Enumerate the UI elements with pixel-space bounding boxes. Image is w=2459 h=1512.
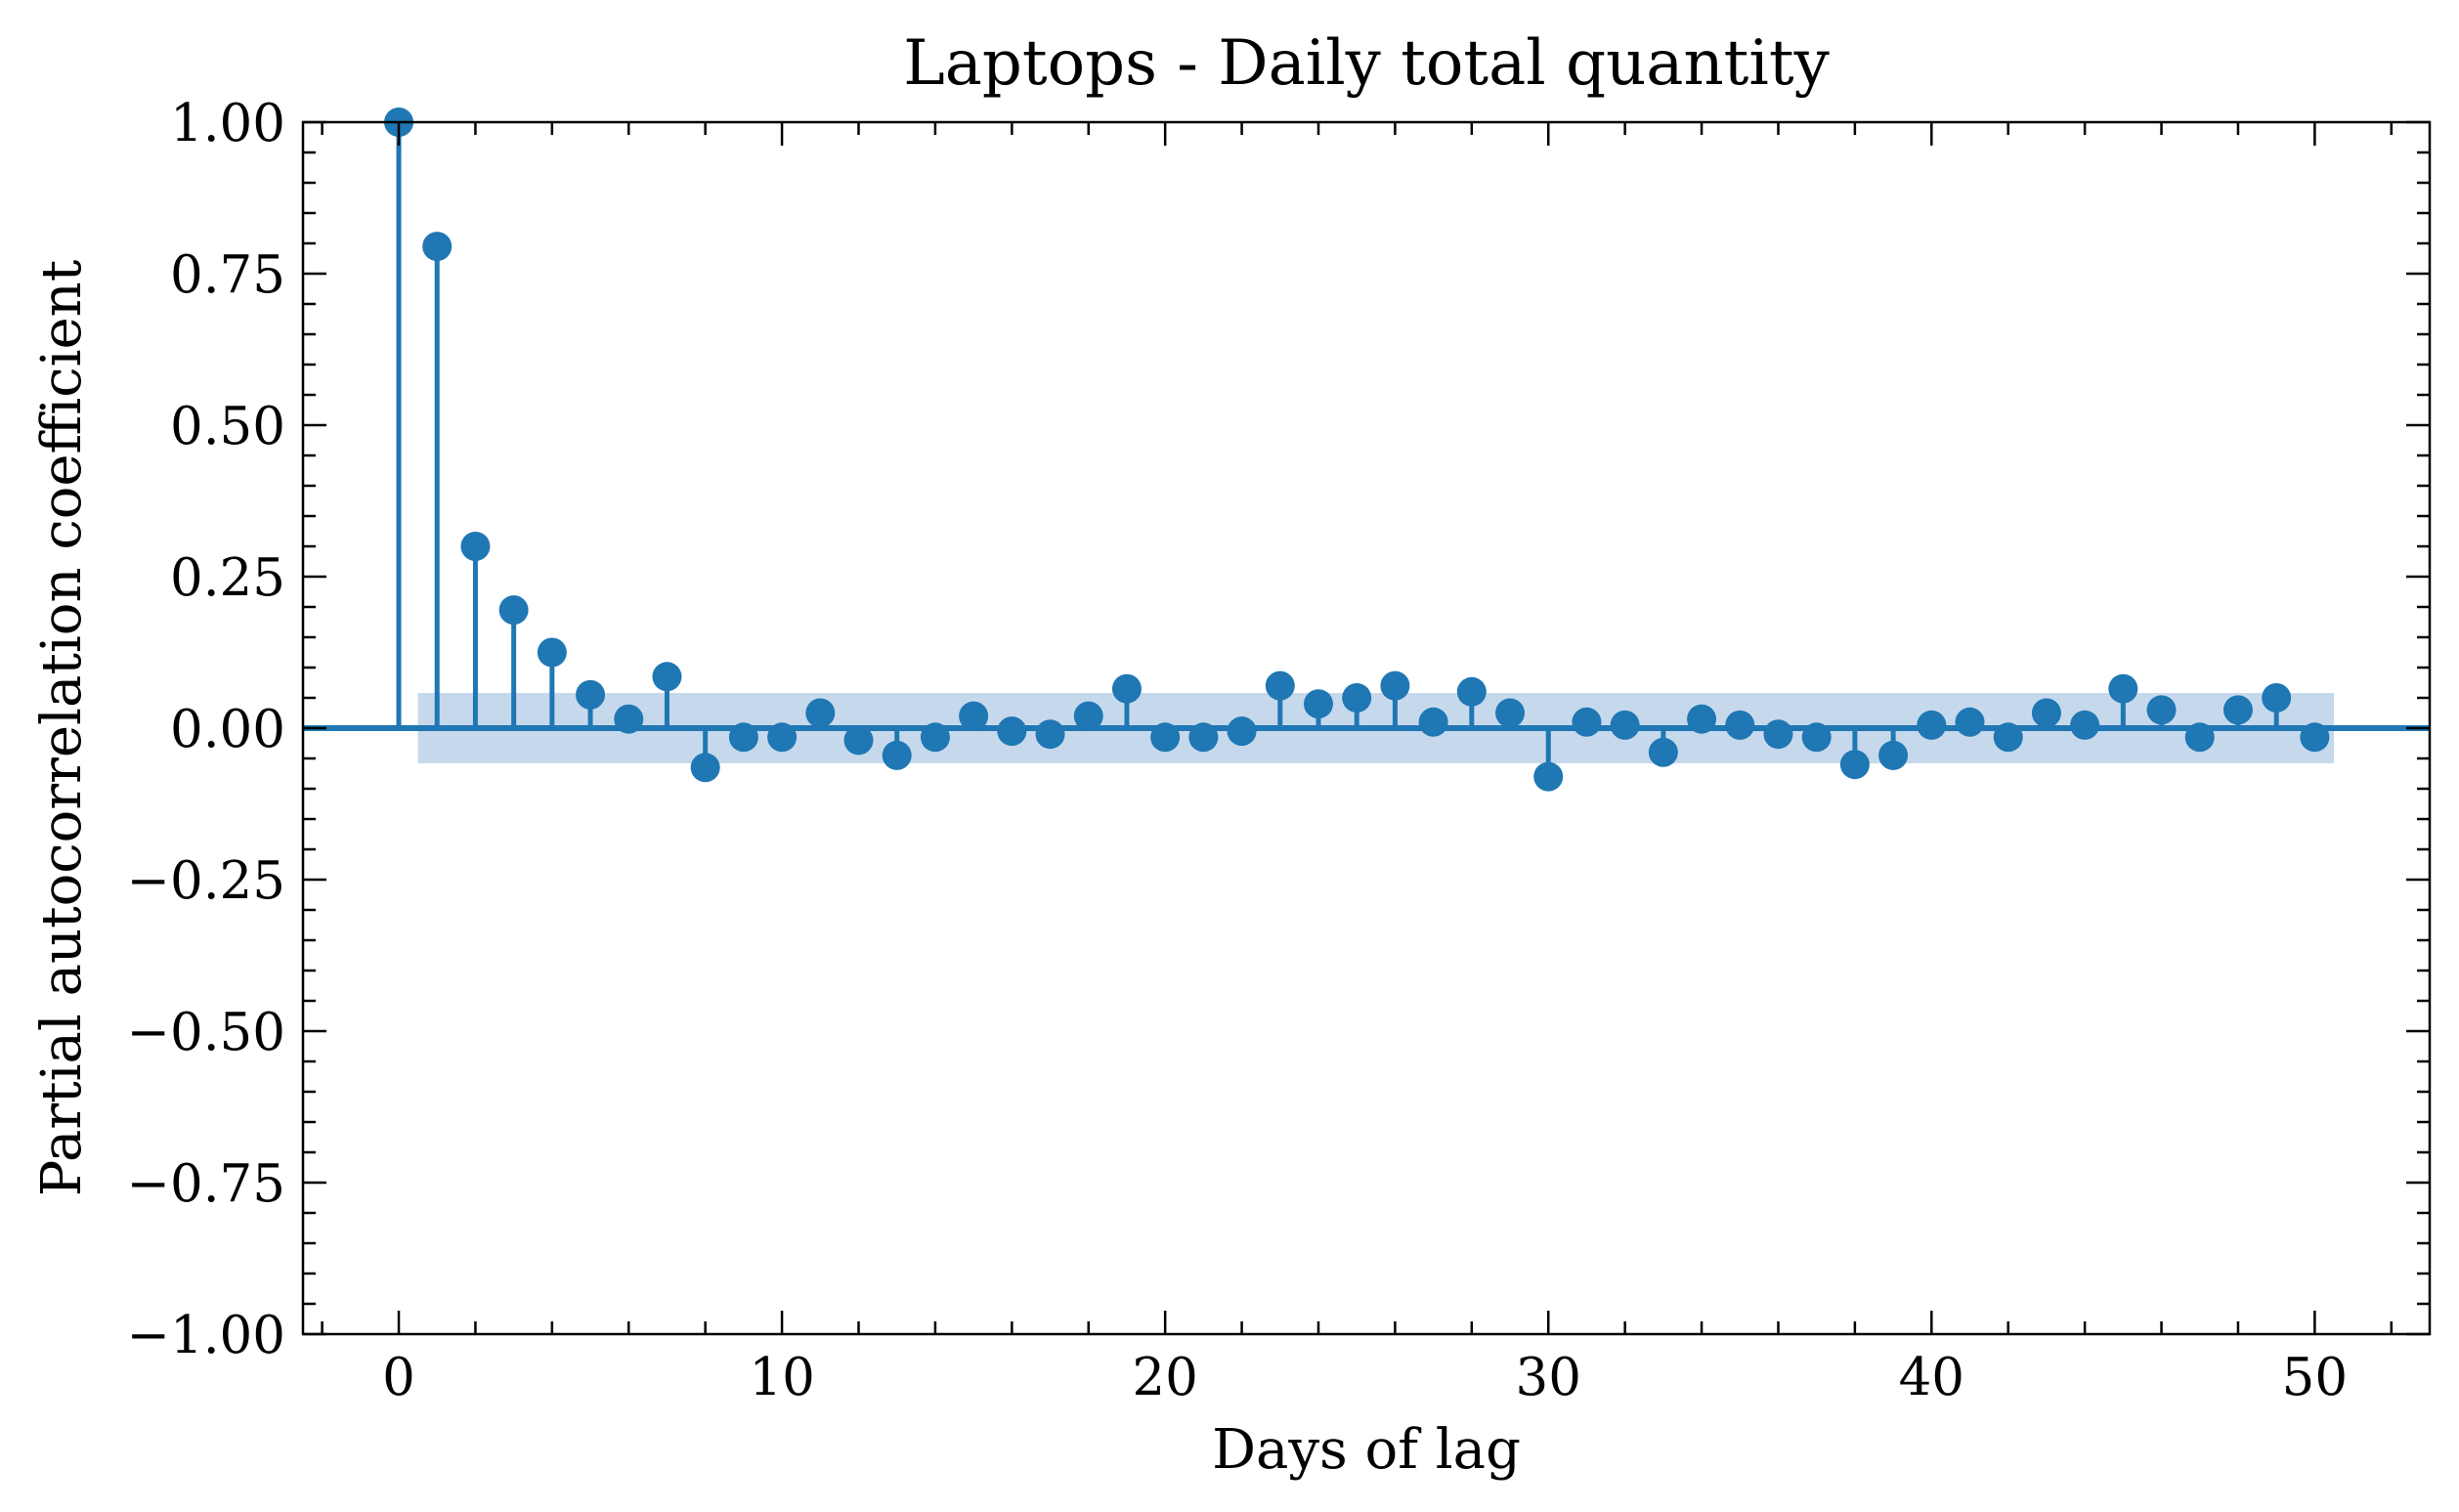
marker-lag-35 <box>1725 710 1755 740</box>
marker-lag-24 <box>1303 689 1333 719</box>
x-tick-label: 20 <box>1132 1348 1197 1407</box>
x-tick-label: 0 <box>382 1348 415 1407</box>
marker-lag-48 <box>2222 695 2253 725</box>
marker-lag-9 <box>728 722 758 753</box>
y-tick-label: 0.25 <box>170 548 285 608</box>
marker-lag-11 <box>805 698 836 728</box>
marker-lag-30 <box>1533 761 1564 792</box>
marker-lag-14 <box>920 722 950 753</box>
marker-lag-4 <box>537 637 567 668</box>
marker-lag-31 <box>1572 707 1602 737</box>
y-tick-label: −1.00 <box>127 1306 285 1365</box>
marker-lag-38 <box>1839 750 1870 780</box>
marker-lag-29 <box>1495 698 1526 728</box>
marker-lag-45 <box>2108 673 2138 704</box>
marker-lag-43 <box>2031 698 2061 728</box>
marker-lag-27 <box>1418 707 1448 737</box>
marker-lag-12 <box>843 725 874 756</box>
y-tick-label: −0.75 <box>127 1154 285 1214</box>
marker-lag-10 <box>767 722 798 753</box>
marker-lag-7 <box>652 662 682 692</box>
y-tick-label: 0.75 <box>170 245 285 305</box>
y-tick-label: −0.50 <box>127 1003 285 1062</box>
marker-lag-42 <box>1993 722 2023 753</box>
marker-lag-37 <box>1801 722 1832 753</box>
y-tick-label: 0.50 <box>170 397 285 456</box>
marker-lag-19 <box>1111 673 1142 704</box>
marker-lag-2 <box>460 532 491 561</box>
marker-lag-34 <box>1687 704 1717 734</box>
x-axis-label: Days of lag <box>1212 1418 1521 1482</box>
x-tick-label: 50 <box>2282 1348 2348 1407</box>
marker-lag-8 <box>690 753 720 783</box>
ticks-layer: 0 10 20 30 40 50 −1.00 −0.75 −0.50 −0.25 0.00 0.25 0… <box>127 94 2430 1407</box>
marker-lag-23 <box>1265 670 1295 701</box>
marker-lag-40 <box>1917 710 1947 740</box>
y-tick-label: 0.00 <box>170 700 285 759</box>
y-tick-label: −0.25 <box>127 851 285 911</box>
markers-layer <box>384 108 2330 792</box>
marker-lag-3 <box>498 595 529 626</box>
marker-lag-13 <box>882 740 912 770</box>
marker-lag-18 <box>1073 701 1103 731</box>
marker-lag-5 <box>576 679 606 710</box>
y-tick-label: 1.00 <box>170 94 285 153</box>
x-tick-label: 10 <box>749 1348 814 1407</box>
marker-lag-26 <box>1380 670 1410 701</box>
marker-lag-21 <box>1188 722 1219 753</box>
chart-title: Laptops - Daily total quantity <box>903 27 1829 100</box>
stems-layer <box>396 122 2317 777</box>
marker-lag-44 <box>2070 710 2100 740</box>
marker-lag-6 <box>614 704 644 734</box>
marker-lag-1 <box>422 232 453 262</box>
marker-lag-20 <box>1150 722 1181 753</box>
x-tick-label: 30 <box>1516 1348 1581 1407</box>
marker-lag-36 <box>1763 719 1793 750</box>
marker-lag-46 <box>2146 695 2177 725</box>
marker-lag-41 <box>1955 707 1985 737</box>
marker-lag-22 <box>1227 716 1257 747</box>
marker-lag-17 <box>1035 719 1065 750</box>
marker-lag-28 <box>1456 676 1487 707</box>
marker-lag-47 <box>2184 722 2215 753</box>
y-axis-label: Partial autocorrelation coefficient <box>30 259 94 1196</box>
marker-lag-50 <box>2300 722 2330 753</box>
x-tick-label: 40 <box>1899 1348 1964 1407</box>
marker-lag-39 <box>1878 740 1909 770</box>
marker-lag-15 <box>959 701 989 731</box>
marker-lag-33 <box>1648 737 1678 767</box>
marker-lag-16 <box>997 716 1027 747</box>
marker-lag-49 <box>2262 683 2292 713</box>
marker-lag-25 <box>1342 683 1372 713</box>
marker-lag-32 <box>1610 710 1640 740</box>
